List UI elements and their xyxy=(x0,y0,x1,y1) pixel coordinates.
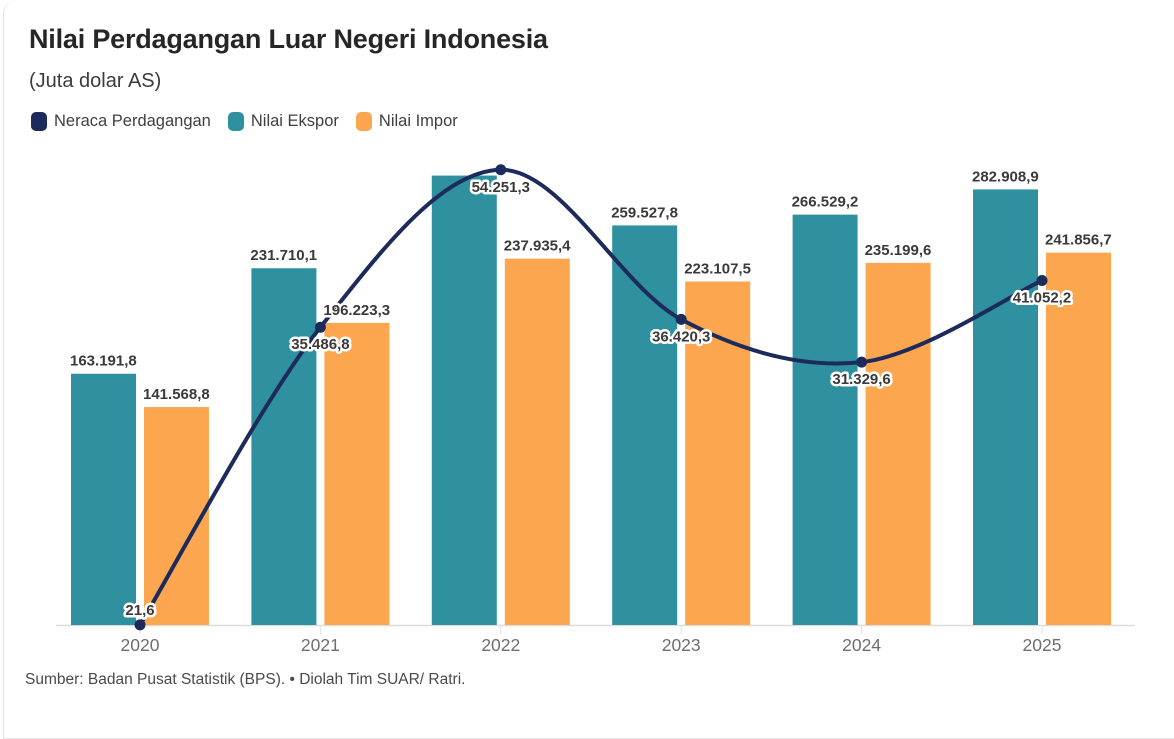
chart-subtitle: (Juta dolar AS) xyxy=(29,70,162,92)
line-neraca-perdagangan xyxy=(138,167,1044,627)
chart-plot-area: 2020 2021 2022 2023 2024 2025 163.191,8 231.710… xyxy=(56,164,1135,655)
bar-nilai-ekspor-2020[interactable] xyxy=(71,373,136,625)
line-label-neraca-perdagangan-2021: 35.486,8 xyxy=(291,336,349,353)
line-label-neraca-perdagangan-2024: 31.329,6 xyxy=(832,371,890,388)
legend-label: Nilai Ekspor xyxy=(250,112,339,130)
bar-label-nilai-ekspor-2020: 163.191,8 xyxy=(70,353,137,370)
x-axis-label-2021: 2021 xyxy=(301,635,340,655)
x-axis-label-2022: 2022 xyxy=(481,635,520,655)
bar-label-nilai-ekspor-2025: 282.908,9 xyxy=(972,168,1039,185)
bar-label-nilai-impor-2022: 237.935,4 xyxy=(504,238,571,255)
bar-label-nilai-ekspor-2023: 259.527,8 xyxy=(611,204,678,221)
point-neraca-perdagangan-2024[interactable] xyxy=(856,356,868,368)
bar-nilai-impor-2022[interactable] xyxy=(504,258,570,625)
point-neraca-perdagangan-2020[interactable] xyxy=(134,619,146,631)
chart-card: Nilai Perdagangan Luar Negeri Indonesia … xyxy=(3,0,1174,739)
line-label-neraca-perdagangan-2025: 41.052,2 xyxy=(1013,290,1071,307)
legend-swatch-neraca-perdagangan xyxy=(31,112,47,131)
bar-nilai-ekspor-2023[interactable] xyxy=(612,225,678,625)
x-axis-label-2024: 2024 xyxy=(842,635,881,655)
bar-label-nilai-impor-2020: 141.568,8 xyxy=(143,386,210,403)
bar-nilai-ekspor-2022[interactable] xyxy=(431,175,497,625)
legend-label: Neraca Perdagangan xyxy=(54,112,211,130)
line-label-neraca-perdagangan-2023: 36.420,3 xyxy=(652,328,710,345)
line-label-neraca-perdagangan-2022: 54.251,3 xyxy=(472,179,530,196)
x-axis-label-2020: 2020 xyxy=(121,635,160,655)
x-axis-label-2025: 2025 xyxy=(1023,635,1062,655)
point-neraca-perdagangan-2022[interactable] xyxy=(495,164,507,176)
x-axis-label-2023: 2023 xyxy=(662,635,701,655)
legend-label: Nilai Impor xyxy=(378,112,458,130)
line-label-neraca-perdagangan-2020: 21,6 xyxy=(125,602,154,619)
legend-item-nilai-ekspor[interactable]: Nilai Ekspor xyxy=(227,112,339,131)
legend-item-neraca-perdagangan[interactable]: Neraca Perdagangan xyxy=(31,112,211,131)
bar-label-nilai-impor-2023: 223.107,5 xyxy=(684,260,751,277)
point-neraca-perdagangan-2025[interactable] xyxy=(1036,275,1048,287)
point-neraca-perdagangan-2023[interactable] xyxy=(675,313,687,325)
bar-nilai-impor-2020[interactable] xyxy=(144,407,209,625)
bar-nilai-ekspor-2025[interactable] xyxy=(973,189,1038,626)
bar-label-nilai-impor-2021: 196.223,3 xyxy=(323,302,390,319)
bar-label-nilai-ekspor-2024: 266.529,2 xyxy=(792,194,859,211)
bar-nilai-impor-2024[interactable] xyxy=(865,262,931,625)
bar-nilai-ekspor-2024[interactable] xyxy=(792,214,858,625)
bar-label-nilai-ekspor-2021: 231.710,1 xyxy=(250,247,317,264)
bar-label-nilai-impor-2025: 241.856,7 xyxy=(1045,232,1112,249)
source-note: Sumber: Badan Pusat Statistik (BPS). • D… xyxy=(25,671,466,688)
legend-swatch-nilai-ekspor xyxy=(227,112,244,131)
bar-label-nilai-impor-2024: 235.199,6 xyxy=(865,242,932,259)
legend-swatch-nilai-impor xyxy=(355,112,372,131)
bar-nilai-impor-2025[interactable] xyxy=(1046,252,1111,625)
bar-nilai-ekspor-2021[interactable] xyxy=(251,268,317,625)
chart-title: Nilai Perdagangan Luar Negeri Indonesia xyxy=(29,24,548,54)
point-neraca-perdagangan-2021[interactable] xyxy=(314,321,326,333)
legend-item-nilai-impor[interactable]: Nilai Impor xyxy=(355,112,458,131)
bar-nilai-impor-2021[interactable] xyxy=(324,322,390,625)
legend: Neraca Perdagangan Nilai Ekspor Nilai Impo… xyxy=(31,112,458,131)
